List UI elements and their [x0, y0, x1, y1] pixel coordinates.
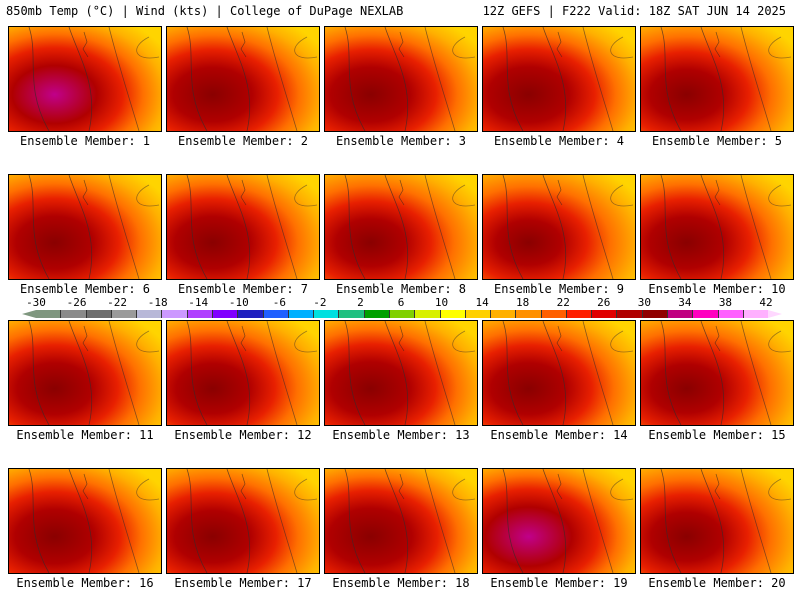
legend-swatch: [162, 310, 188, 318]
ensemble-member-caption: Ensemble Member: 11: [16, 428, 154, 442]
valid-time: 12Z GEFS | F222 Valid: 18Z SAT JUN 14 20…: [482, 4, 786, 18]
ensemble-map-12: [166, 320, 320, 426]
ensemble-member-caption: Ensemble Member: 9: [493, 282, 625, 296]
legend-swatch: [389, 310, 416, 318]
legend-label: 14: [475, 296, 489, 309]
legend-swatch: [743, 310, 769, 318]
legend-swatch: [491, 310, 517, 318]
ensemble-map-16: [8, 468, 162, 574]
ensemble-map-9: [482, 174, 636, 280]
ensemble-member-caption: Ensemble Member: 20: [648, 576, 786, 590]
legend-swatch: [212, 310, 239, 318]
ensemble-map-18: [324, 468, 478, 574]
ensemble-map-11: [8, 320, 162, 426]
ensemble-member-caption: Ensemble Member: 6: [19, 282, 151, 296]
legend-label: 42: [759, 296, 773, 309]
legend-swatch: [415, 310, 441, 318]
legend-label: 18: [516, 296, 530, 309]
ensemble-map-15: [640, 320, 794, 426]
ensemble-member-caption: Ensemble Member: 5: [651, 134, 783, 148]
legend-label: -26: [66, 296, 87, 309]
map-title: 850mb Temp (°C) | Wind (kts) | College o…: [6, 4, 404, 18]
legend-label: -22: [107, 296, 128, 309]
legend-label: -2: [313, 296, 327, 309]
legend-swatch: [668, 310, 694, 318]
legend-swatch: [516, 310, 542, 318]
legend-label: -6: [272, 296, 286, 309]
ensemble-member-caption: Ensemble Member: 4: [493, 134, 625, 148]
legend-label: 10: [434, 296, 449, 309]
legend-swatch: [642, 310, 669, 318]
ensemble-map-1: [8, 26, 162, 132]
temperature-legend: [36, 310, 769, 318]
ensemble-member-caption: Ensemble Member: 10: [648, 282, 786, 296]
ensemble-member-caption: Ensemble Member: 14: [490, 428, 628, 442]
legend-swatch: [61, 310, 87, 318]
legend-swatch: [339, 310, 365, 318]
ensemble-member-caption: Ensemble Member: 18: [332, 576, 470, 590]
ensemble-map-4: [482, 26, 636, 132]
ensemble-map-10: [640, 174, 794, 280]
ensemble-member-caption: Ensemble Member: 17: [174, 576, 312, 590]
legend-swatch: [111, 310, 138, 318]
ensemble-map-19: [482, 468, 636, 574]
legend-swatch: [137, 310, 163, 318]
ensemble-map-2: [166, 26, 320, 132]
legend-swatch: [288, 310, 315, 318]
legend-swatch: [314, 310, 340, 318]
legend-swatch: [541, 310, 567, 318]
legend-arrow-left: [22, 310, 36, 318]
legend-arrow-right: [768, 310, 782, 318]
legend-label: 30: [637, 296, 651, 309]
legend-label: 6: [397, 296, 405, 309]
ensemble-map-8: [324, 174, 478, 280]
ensemble-map-14: [482, 320, 636, 426]
ensemble-member-caption: Ensemble Member: 7: [177, 282, 309, 296]
legend-label: -10: [228, 296, 249, 309]
ensemble-member-caption: Ensemble Member: 2: [177, 134, 309, 148]
legend-swatch: [693, 310, 719, 318]
legend-label: -14: [188, 296, 209, 309]
legend-label: 22: [556, 296, 570, 309]
ensemble-member-caption: Ensemble Member: 12: [174, 428, 312, 442]
legend-swatch: [238, 310, 264, 318]
legend-swatch: [617, 310, 643, 318]
legend-swatch: [364, 310, 390, 318]
ensemble-map-7: [166, 174, 320, 280]
legend-swatch: [187, 310, 213, 318]
legend-swatch: [36, 310, 62, 318]
legend-swatch: [86, 310, 112, 318]
ensemble-map-5: [640, 26, 794, 132]
legend-swatch: [263, 310, 289, 318]
ensemble-member-caption: Ensemble Member: 19: [490, 576, 628, 590]
legend-label: 26: [597, 296, 611, 309]
header: 850mb Temp (°C) | Wind (kts) | College o…: [0, 0, 800, 22]
ensemble-member-caption: Ensemble Member: 8: [335, 282, 467, 296]
legend-label: -30: [26, 296, 46, 309]
legend-label: -18: [147, 296, 168, 309]
ensemble-map-20: [640, 468, 794, 574]
ensemble-member-caption: Ensemble Member: 1: [19, 134, 151, 148]
legend-swatch: [718, 310, 744, 318]
ensemble-map-3: [324, 26, 478, 132]
ensemble-map-6: [8, 174, 162, 280]
legend-swatch: [440, 310, 466, 318]
ensemble-member-caption: Ensemble Member: 13: [332, 428, 470, 442]
legend-label: 2: [357, 296, 364, 309]
legend-swatch: [592, 310, 618, 318]
legend-label: 34: [678, 296, 692, 309]
ensemble-member-caption: Ensemble Member: 15: [648, 428, 786, 442]
ensemble-map-13: [324, 320, 478, 426]
ensemble-member-caption: Ensemble Member: 16: [16, 576, 154, 590]
legend-swatch: [566, 310, 593, 318]
legend-labels: -30 -26 -22 -18 -14 -10 -6 -2 2 6 10 14 18 22 26 30 34 38…: [0, 296, 800, 310]
ensemble-map-17: [166, 468, 320, 574]
legend-label: 38: [718, 296, 733, 309]
legend-swatch: [465, 310, 492, 318]
ensemble-member-caption: Ensemble Member: 3: [335, 134, 467, 148]
